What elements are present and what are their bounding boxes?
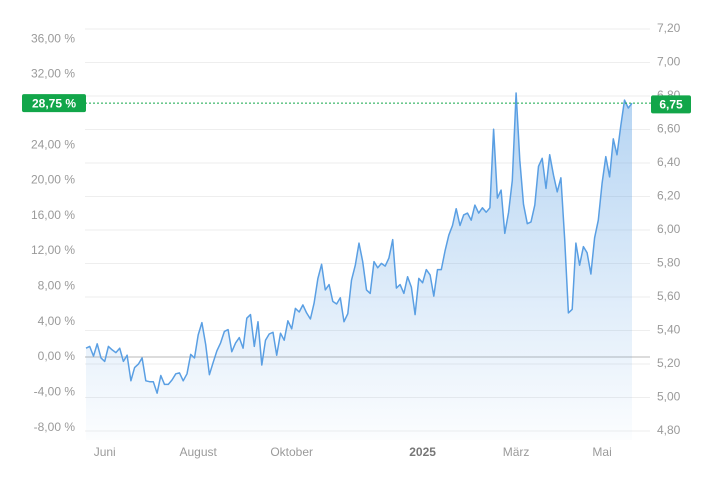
y-tick-label: 12,00 % bbox=[31, 243, 75, 257]
y-tick-label: 4,00 % bbox=[38, 314, 76, 328]
x-tick-label: Mai bbox=[592, 445, 611, 459]
y-tick-label: 16,00 % bbox=[31, 208, 75, 222]
y2-tick-label: 4,80 bbox=[657, 423, 681, 437]
y-tick-label: -4,00 % bbox=[34, 384, 76, 398]
x-tick-label: Juni bbox=[94, 445, 116, 459]
x-tick-label: März bbox=[503, 445, 530, 459]
y-tick-label: 20,00 % bbox=[31, 173, 75, 187]
y2-tick-label: 6,60 bbox=[657, 122, 681, 136]
y2-tick-label: 6,40 bbox=[657, 155, 681, 169]
y-tick-label: 0,00 % bbox=[38, 349, 76, 363]
y-tick-label: 8,00 % bbox=[38, 279, 76, 293]
y2-tick-label: 6,20 bbox=[657, 189, 681, 203]
y2-tick-label: 5,00 bbox=[657, 390, 681, 404]
x-tick-label: 2025 bbox=[409, 445, 436, 459]
y2-tick-label: 5,60 bbox=[657, 289, 681, 303]
y2-tick-label: 7,20 bbox=[657, 21, 681, 35]
current-price-label: 6,75 bbox=[659, 98, 683, 112]
current-label: 28,75 % bbox=[32, 96, 76, 110]
x-tick-label: Oktober bbox=[270, 445, 313, 459]
y-tick-label: -8,00 % bbox=[34, 420, 76, 434]
x-tick-label: August bbox=[180, 445, 218, 459]
y2-tick-label: 5,80 bbox=[657, 256, 681, 270]
area-fill bbox=[86, 93, 632, 440]
y-tick-label: 24,00 % bbox=[31, 137, 75, 151]
price-line bbox=[85, 92, 633, 394]
y2-tick-label: 5,40 bbox=[657, 323, 681, 337]
current-label-box bbox=[22, 94, 86, 113]
y2-tick-label: 6,00 bbox=[657, 222, 681, 236]
y-tick-label: 32,00 % bbox=[31, 67, 75, 81]
y-tick-label: 36,00 % bbox=[31, 31, 75, 45]
y2-tick-label: 7,00 bbox=[657, 55, 681, 69]
y2-tick-label: 5,20 bbox=[657, 356, 681, 370]
current-price-box bbox=[651, 95, 691, 114]
